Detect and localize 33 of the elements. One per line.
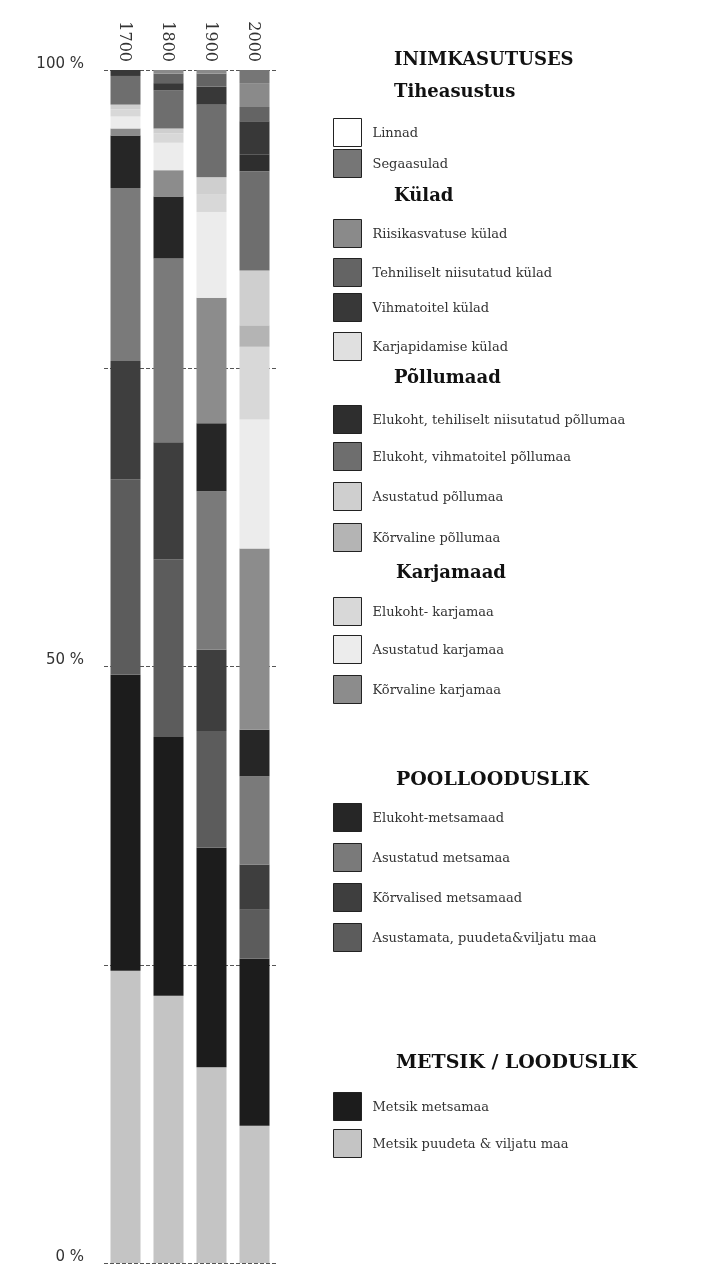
y-tick-label: 100 % bbox=[36, 53, 84, 72]
legend-label: Metsik puudeta & viljatu maa bbox=[372, 1136, 569, 1151]
legend-label: Asustamata, puudeta&viljatu maa bbox=[371, 930, 597, 945]
legend-label: Kõrvaline karjamaa bbox=[372, 682, 502, 697]
legend-label: Riisikasvatuse külad bbox=[372, 226, 508, 241]
text: METSIK / LOODUSLIK bbox=[396, 1050, 639, 1073]
legend-label: Kõrvalised metsamaad bbox=[372, 890, 522, 905]
legend-label: Vihmatoitel külad bbox=[371, 300, 490, 315]
text: Karjamaad bbox=[396, 560, 507, 582]
text: INIMKASUTUSES bbox=[394, 47, 574, 69]
legend-label: Metsik metsamaa bbox=[372, 1099, 490, 1114]
legend-label: Segaasulad bbox=[372, 156, 449, 171]
legend-label: Elukoht- karjamaa bbox=[372, 604, 495, 619]
text: Tiheasustus bbox=[394, 79, 516, 101]
text: Põllumaad bbox=[394, 365, 502, 387]
legend-label: Tehniliselt niisutatud külad bbox=[372, 265, 553, 280]
x-tick-label: 2000 bbox=[245, 21, 264, 62]
legend-label: Asustatud metsamaa bbox=[371, 850, 511, 865]
x-tick-label: 1700 bbox=[116, 21, 135, 62]
x-tick-label: 1900 bbox=[202, 21, 221, 62]
text: POOLLOODUSLIK bbox=[396, 767, 591, 790]
legend-label: Asustatud põllumaa bbox=[371, 489, 504, 504]
legend-label: Kõrvaline põllumaa bbox=[372, 530, 501, 545]
x-tick-label: 1800 bbox=[159, 21, 178, 62]
y-tick-label: 0 % bbox=[55, 1246, 84, 1265]
legend-label: Elukoht, vihmatoitel põllumaa bbox=[372, 449, 572, 464]
legend-label: Linnad bbox=[372, 125, 419, 140]
legend-label: Asustatud karjamaa bbox=[371, 642, 505, 657]
y-tick-label: 50 % bbox=[45, 650, 84, 668]
legend-label: Elukoht-metsamaad bbox=[372, 810, 505, 825]
legend-label: Karjapidamise külad bbox=[372, 339, 508, 354]
text: Külad bbox=[394, 183, 454, 205]
legend-label: Elukoht, tehiliselt niisutatud põllumaa bbox=[372, 412, 626, 427]
